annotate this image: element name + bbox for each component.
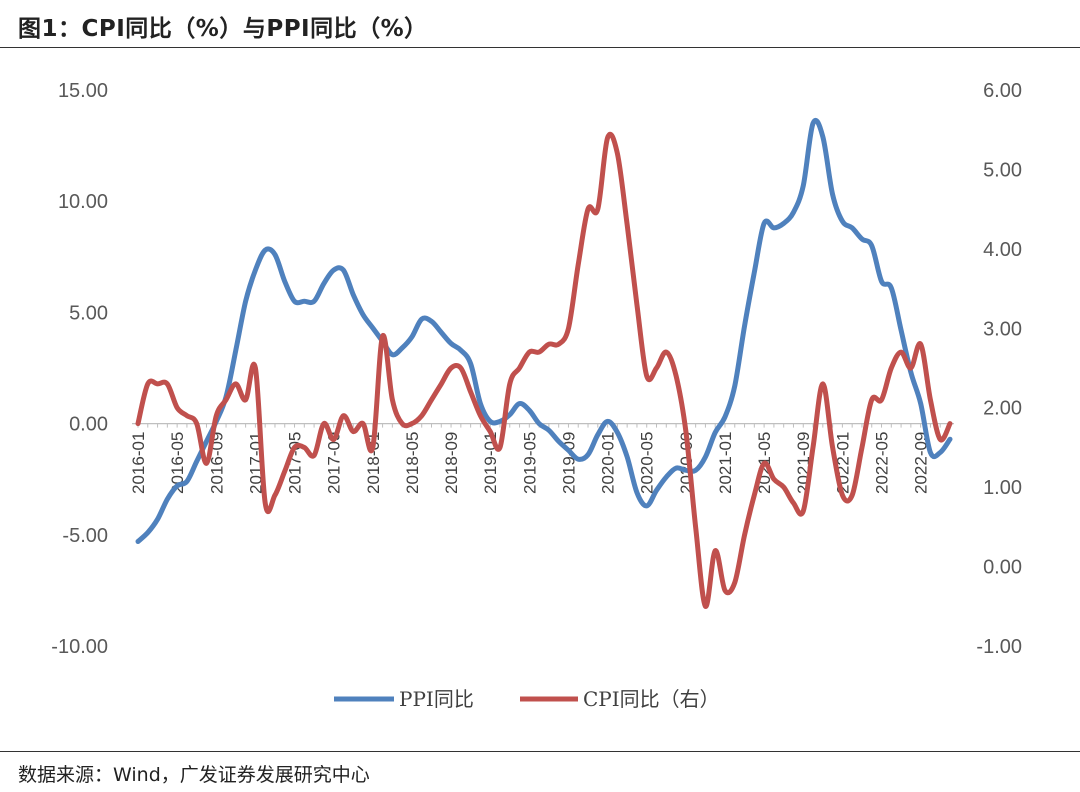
x-tick-label: 2021-01 xyxy=(716,432,735,494)
x-axis-ticks: 2016-01 2016-05 2016-09 2017-01 2017-05 2017-… xyxy=(129,423,951,494)
chart-title: 图1：CPI同比（%）与PPI同比（%） xyxy=(18,16,428,42)
ppi-series-line xyxy=(135,117,953,544)
right-tick-label: 1.00 xyxy=(983,477,1022,499)
left-tick-label: 15.00 xyxy=(58,80,108,102)
left-axis-ticks: -10.00 -5.00 0.00 5.00 10.00 15.00 xyxy=(51,80,108,658)
left-tick-label: -5.00 xyxy=(62,525,108,547)
right-tick-label: 4.00 xyxy=(983,239,1022,261)
left-tick-label: 0.00 xyxy=(69,414,108,436)
x-tick-label: 2018-05 xyxy=(403,432,422,494)
x-tick-label: 2020-05 xyxy=(638,432,657,494)
x-tick-label: 2022-05 xyxy=(873,432,892,494)
left-tick-label: -10.00 xyxy=(51,636,108,658)
right-tick-label: 0.00 xyxy=(983,557,1022,579)
cpi-series-line xyxy=(135,131,953,609)
right-tick-label: -1.00 xyxy=(976,636,1022,658)
x-tick-label: 2016-01 xyxy=(129,432,148,494)
left-tick-label: 10.00 xyxy=(58,191,108,213)
legend-label-ppi: PPI同比 xyxy=(399,687,474,711)
right-tick-label: 3.00 xyxy=(983,318,1022,340)
title-bar: 图1：CPI同比（%）与PPI同比（%） xyxy=(0,0,1080,48)
right-axis-ticks: -1.00 0.00 1.00 2.00 3.00 4.00 5.00 6.00 xyxy=(976,80,1022,658)
legend-label-cpi: CPI同比（右） xyxy=(583,687,720,711)
x-tick-label: 2018-09 xyxy=(442,432,461,494)
source-note: 数据来源：Wind，广发证券发展研究中心 xyxy=(18,764,370,786)
x-tick-label: 2019-05 xyxy=(520,432,539,494)
x-tick-label: 2019-01 xyxy=(481,432,500,494)
x-tick-label: 2016-05 xyxy=(168,432,187,494)
chart-area: -10.00 -5.00 0.00 5.00 10.00 15.00 -1.00 0.00 1… xyxy=(51,80,1022,711)
legend: PPI同比 CPI同比（右） xyxy=(334,687,720,711)
footer-divider xyxy=(0,751,1080,752)
left-tick-label: 5.00 xyxy=(69,302,108,324)
right-tick-label: 6.00 xyxy=(983,80,1022,102)
right-tick-label: 2.00 xyxy=(983,398,1022,420)
series-layer xyxy=(135,117,953,609)
x-tick-label: 2020-01 xyxy=(599,432,618,494)
right-tick-label: 5.00 xyxy=(983,159,1022,181)
x-tick-label: 2022-09 xyxy=(912,432,931,494)
x-tick-label: 2019-09 xyxy=(559,432,578,494)
x-tick-label: 2017-09 xyxy=(325,432,344,494)
